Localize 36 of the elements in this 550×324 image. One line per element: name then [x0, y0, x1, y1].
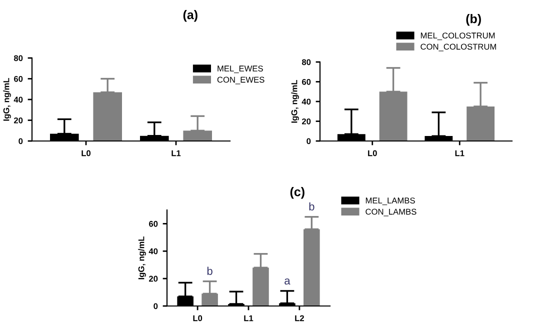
chart-title: (a): [183, 10, 198, 22]
x-tick-label: L0: [193, 315, 202, 322]
chart-title: (b): [466, 14, 481, 26]
y-tick-label: 0: [154, 303, 158, 310]
legend-label: CON_LAMBS: [366, 208, 416, 216]
legend-label: CON_EWES: [217, 76, 264, 84]
y-tick-label: 80: [302, 59, 311, 66]
annotation: a: [284, 278, 290, 285]
y-axis-title: IgG, ng/mL: [138, 236, 146, 280]
y-tick-label: 20: [302, 118, 311, 124]
legend-label: MEL_COLOSTRUM: [420, 32, 495, 40]
x-tick-label: L1: [455, 150, 464, 156]
y-tick-label: 60: [302, 78, 311, 85]
legend-label: MEL_EWES: [218, 66, 263, 74]
y-tick-label: 20: [148, 276, 158, 282]
y-tick-label: 60: [14, 76, 23, 82]
chart-title: (c): [290, 187, 304, 199]
x-tick-label: L1: [244, 315, 254, 322]
legend-label: MEL_LAMBS: [366, 198, 415, 206]
y-tick-label: 80: [14, 55, 23, 62]
y-tick-label: 40: [14, 96, 23, 103]
y-tick-label: 20: [14, 117, 23, 124]
y-tick-label: 0: [306, 138, 311, 144]
y-tick-label: 0: [18, 138, 23, 144]
x-tick-label: L0: [368, 150, 377, 156]
y-axis-title: IgG, ng/mL: [3, 78, 11, 121]
annotation: b: [207, 266, 212, 275]
x-tick-label: L0: [82, 150, 91, 156]
y-tick-label: 40: [148, 248, 158, 254]
x-tick-label: L2: [295, 315, 304, 322]
y-tick-label: 60: [149, 220, 158, 227]
x-tick-label: L1: [172, 150, 181, 156]
y-axis-title: IgG, ng/mL: [291, 80, 299, 123]
annotation: b: [309, 202, 314, 210]
y-tick-label: 40: [302, 98, 311, 105]
legend-label: CON_COLOSTRUM: [420, 44, 496, 52]
